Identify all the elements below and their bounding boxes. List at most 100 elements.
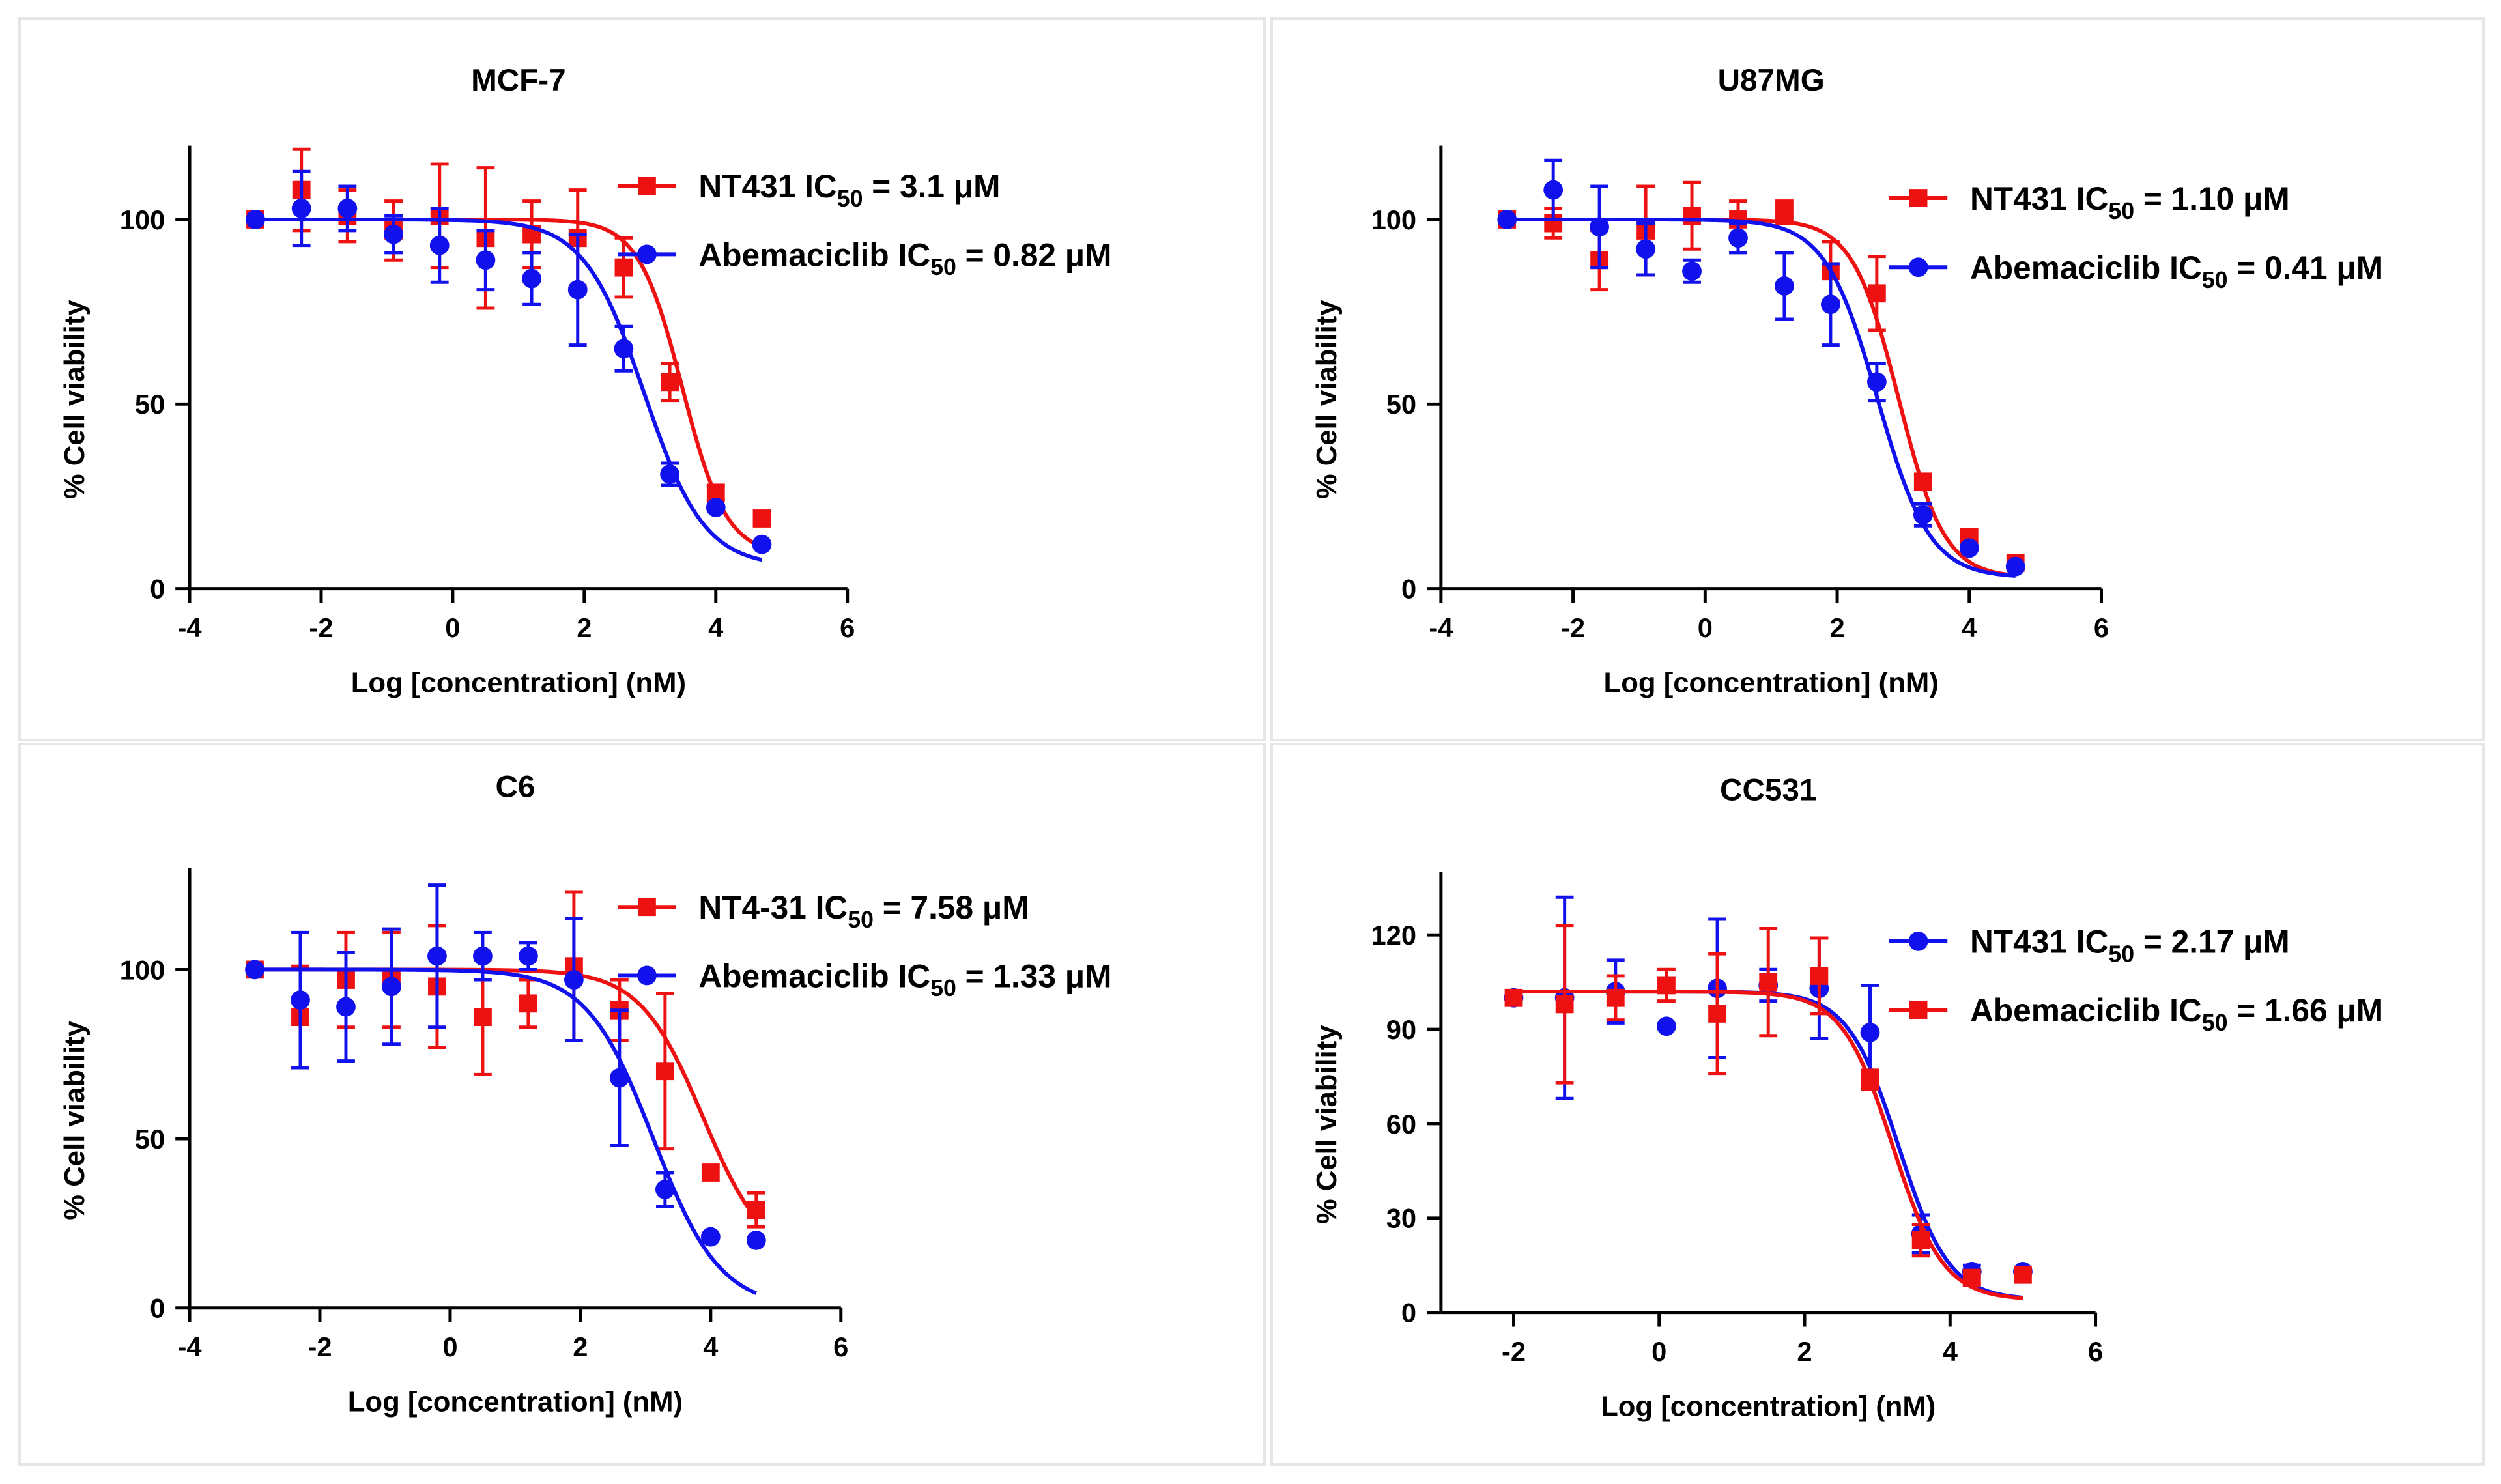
c6-nt4-31-legend-marker xyxy=(638,898,656,917)
c6-nt4-31-point xyxy=(474,1008,492,1027)
c6-x-tick-label: 2 xyxy=(573,1332,588,1362)
mcf7-abemaciclib-legend-text: Abemaciclib IC50 = 0.82 μM xyxy=(698,236,1111,280)
cc531-x-tick-label: 4 xyxy=(1943,1336,1958,1367)
u87mg-abemaciclib-point xyxy=(1497,210,1517,229)
c6-nt4-31-point xyxy=(747,1201,765,1220)
mcf7-abemaciclib-legend-name: Abemaciclib IC xyxy=(698,236,930,273)
c6-abemaciclib-point xyxy=(519,946,538,966)
u87mg-abemaciclib-point xyxy=(2005,556,2025,577)
cc531-nt431-legend-ic50: = 2.17 μM xyxy=(2134,924,2290,960)
u87mg-x-tick-label: 2 xyxy=(1829,612,1844,643)
u87mg-x-tick-label: 6 xyxy=(2094,612,2109,643)
u87mg-x-tick-label: -2 xyxy=(1561,612,1585,643)
mcf7-nt431-point xyxy=(752,509,771,528)
cc531-abemaciclib-point xyxy=(1504,988,1523,1007)
u87mg-y-tick-label: 0 xyxy=(1401,574,1416,605)
cc531-abemaciclib-point xyxy=(1759,973,1778,992)
u87mg-x-axis-label: Log [concentration] (nM) xyxy=(1604,667,1939,699)
c6-y-tick-label: 50 xyxy=(135,1124,165,1154)
u87mg-nt431-legend-ic50: = 1.10 μM xyxy=(2134,180,2290,217)
mcf7-abemaciclib-legend-marker xyxy=(637,244,657,264)
cc531-abemaciclib-legend-text: Abemaciclib IC50 = 1.66 μM xyxy=(1970,992,2383,1036)
u87mg-y-axis-label: % Cell viability xyxy=(1311,300,1343,500)
c6-y-axis-label: % Cell viability xyxy=(59,1020,91,1220)
mcf7-x-tick-label: 6 xyxy=(840,612,855,643)
u87mg-abemaciclib-fit-curve xyxy=(1507,217,2016,578)
cc531-nt431-legend-name: NT431 IC xyxy=(1970,924,2108,960)
cc531-abemaciclib-fit-curve xyxy=(1513,990,2023,1300)
c6-nt4-31-legend-name: NT4-31 IC xyxy=(698,889,848,926)
u87mg-abemaciclib-legend-text: Abemaciclib IC50 = 0.41 μM xyxy=(1970,250,2383,293)
cc531-title: CC531 xyxy=(1720,773,1816,807)
cc531-x-tick-label: -2 xyxy=(1502,1336,1526,1367)
mcf7-abemaciclib-legend-ic50: = 0.82 μM xyxy=(956,236,1112,273)
mcf7-abemaciclib-point xyxy=(614,339,634,359)
c6-x-tick-label: -2 xyxy=(307,1332,332,1362)
cc531-abemaciclib-point xyxy=(1861,1070,1879,1089)
mcf7-y-tick-label: 50 xyxy=(135,389,165,420)
c6-x-tick-label: 4 xyxy=(703,1332,718,1362)
mcf7-abemaciclib-point xyxy=(752,534,772,554)
u87mg-abemaciclib-point xyxy=(1821,294,1840,315)
c6-abemaciclib-point xyxy=(291,990,310,1010)
u87mg-nt431-legend-text: NT431 IC50 = 1.10 μM xyxy=(1970,180,2290,224)
mcf7-abemaciclib-point xyxy=(291,199,311,218)
u87mg-abemaciclib-point xyxy=(1913,505,1933,525)
mcf7-x-axis-label: Log [concentration] (nM) xyxy=(351,667,686,699)
cc531-nt431-point xyxy=(1860,1022,1880,1042)
cc531-nt431-legend-text: NT431 IC50 = 2.17 μM xyxy=(1970,924,2290,967)
c6-abemaciclib-point xyxy=(655,1180,675,1199)
mcf7-abemaciclib-point xyxy=(660,464,679,484)
cc531-abemaciclib-point xyxy=(1962,1268,1981,1287)
c6-abemaciclib-point xyxy=(473,946,493,966)
c6-abemaciclib-point xyxy=(336,997,356,1017)
cc531-y-tick-label: 0 xyxy=(1401,1298,1416,1328)
c6-nt4-31-fit-curve xyxy=(255,967,758,1220)
mcf7-abemaciclib-point xyxy=(706,498,726,517)
c6-abemaciclib-point xyxy=(382,977,401,997)
c6-abemaciclib-point xyxy=(609,1068,629,1088)
u87mg-nt431-point xyxy=(1913,472,1932,491)
cc531-y-tick-label: 90 xyxy=(1386,1014,1416,1045)
mcf7-y-tick-label: 100 xyxy=(120,205,165,235)
mcf7-nt431-point xyxy=(661,373,679,392)
mcf7-nt431-legend-text: NT431 IC50 = 3.1 μM xyxy=(698,168,1000,212)
c6-x-tick-label: -4 xyxy=(178,1332,202,1362)
c6-nt4-31-point xyxy=(519,994,537,1013)
c6-abemaciclib-point xyxy=(427,946,447,966)
mcf7-x-tick-label: 2 xyxy=(577,612,592,643)
u87mg-nt431-fit-curve xyxy=(1507,217,2016,578)
cc531-y-tick-label: 30 xyxy=(1386,1203,1416,1234)
mcf7-abemaciclib-point xyxy=(429,235,450,255)
u87mg-x-tick-label: -4 xyxy=(1429,612,1453,643)
cc531-x-axis-label: Log [concentration] (nM) xyxy=(1601,1391,1936,1423)
c6-abemaciclib-legend-ic50: = 1.33 μM xyxy=(956,958,1112,994)
mcf7-x-tick-label: 4 xyxy=(708,612,723,643)
panel-mcf7: MCF-7 -4 -2 0 2 4 6 0 50 100 Log [concentration] (… xyxy=(18,17,1266,741)
mcf7-abemaciclib-point xyxy=(337,199,358,218)
u87mg-abemaciclib-point xyxy=(1728,228,1748,248)
cc531-nt431-legend-marker xyxy=(1908,931,1928,951)
cc531-nt431-fit-curve xyxy=(1513,990,2023,1300)
cc531-abemaciclib-legend-marker xyxy=(1909,1001,1928,1019)
u87mg-x-tick-label: 0 xyxy=(1698,612,1713,643)
cc531-abemaciclib-legend-ic50: = 1.66 μM xyxy=(2227,992,2383,1029)
c6-nt4-31-point xyxy=(701,1163,720,1182)
cc531-x-tick-label: 6 xyxy=(2088,1336,2103,1367)
u87mg-y-tick-label: 50 xyxy=(1386,389,1416,420)
c6-abemaciclib-legend-text: Abemaciclib IC50 = 1.33 μM xyxy=(698,958,1111,1001)
chart-c6: C6 -4 -2 0 2 4 6 0 50 100 Log [concentration] (nM)… xyxy=(59,769,1111,1418)
c6-abemaciclib-point xyxy=(564,970,584,990)
c6-abemaciclib-fit-curve xyxy=(255,967,758,1295)
mcf7-nt431-legend-name: NT431 IC xyxy=(698,168,836,205)
mcf7-x-tick-label: 0 xyxy=(445,612,460,643)
c6-nt4-31-legend-text: NT4-31 IC50 = 7.58 μM xyxy=(698,889,1029,933)
mcf7-abemaciclib-point xyxy=(522,268,541,289)
cc531-nt431-point xyxy=(1657,1016,1676,1036)
mcf7-x-tick-label: -2 xyxy=(309,612,333,643)
cc531-x-tick-label: 0 xyxy=(1651,1336,1666,1367)
cc531-abemaciclib-point xyxy=(1555,995,1574,1014)
mcf7-nt431-legend-ic50: = 3.1 μM xyxy=(863,168,1000,205)
cc531-x-tick-label: 2 xyxy=(1797,1336,1812,1367)
